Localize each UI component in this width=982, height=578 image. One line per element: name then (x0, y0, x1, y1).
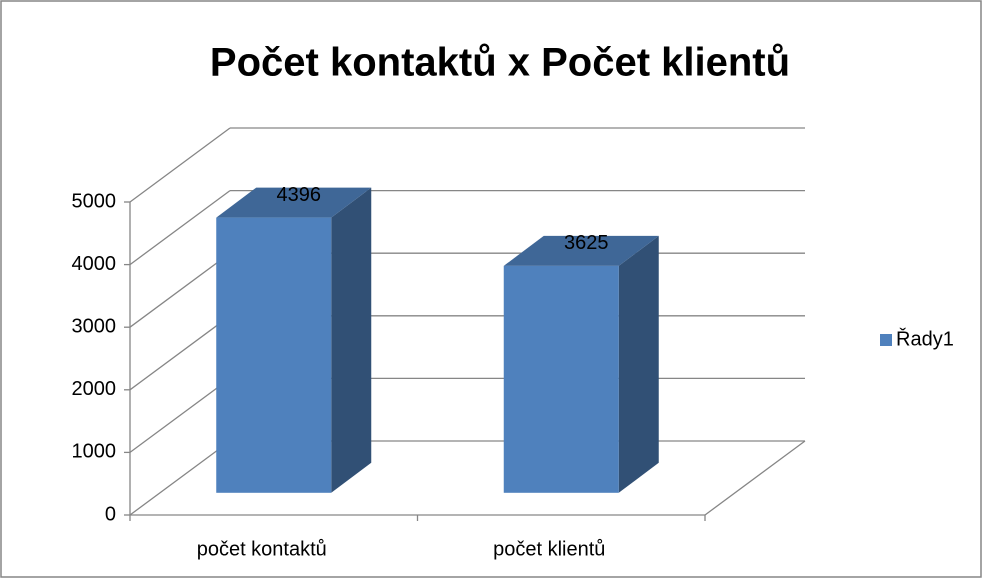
y-tick-label: 1000 (72, 441, 117, 463)
bar (503, 265, 619, 493)
bar (216, 217, 332, 493)
legend-label: Řady1 (896, 327, 954, 350)
x-tick-label: počet kontaktů (197, 538, 327, 560)
side-grid-line (129, 127, 231, 203)
value-label: 4396 (277, 184, 322, 206)
y-tick-label: 2000 (72, 378, 117, 400)
side-grid-line (129, 252, 231, 328)
y-tick-label: 4000 (72, 253, 117, 275)
legend-swatch (880, 334, 892, 346)
x-tick-label: počet klientů (493, 538, 605, 560)
bar-side (331, 187, 372, 493)
bar-top (216, 187, 372, 218)
chart-title: Počet kontaktů x Počet klientů (210, 41, 790, 85)
floor-edge (704, 440, 806, 516)
side-grid-line (129, 190, 231, 266)
side-grid-line (129, 440, 231, 516)
side-grid-line (129, 315, 231, 391)
value-label: 3625 (564, 232, 609, 254)
y-tick-label: 3000 (72, 315, 117, 337)
bar-side (618, 235, 659, 493)
y-tick-label: 0 (105, 503, 116, 525)
side-grid-line (129, 377, 231, 453)
bar-top (503, 235, 659, 266)
y-tick-label: 5000 (72, 190, 117, 212)
